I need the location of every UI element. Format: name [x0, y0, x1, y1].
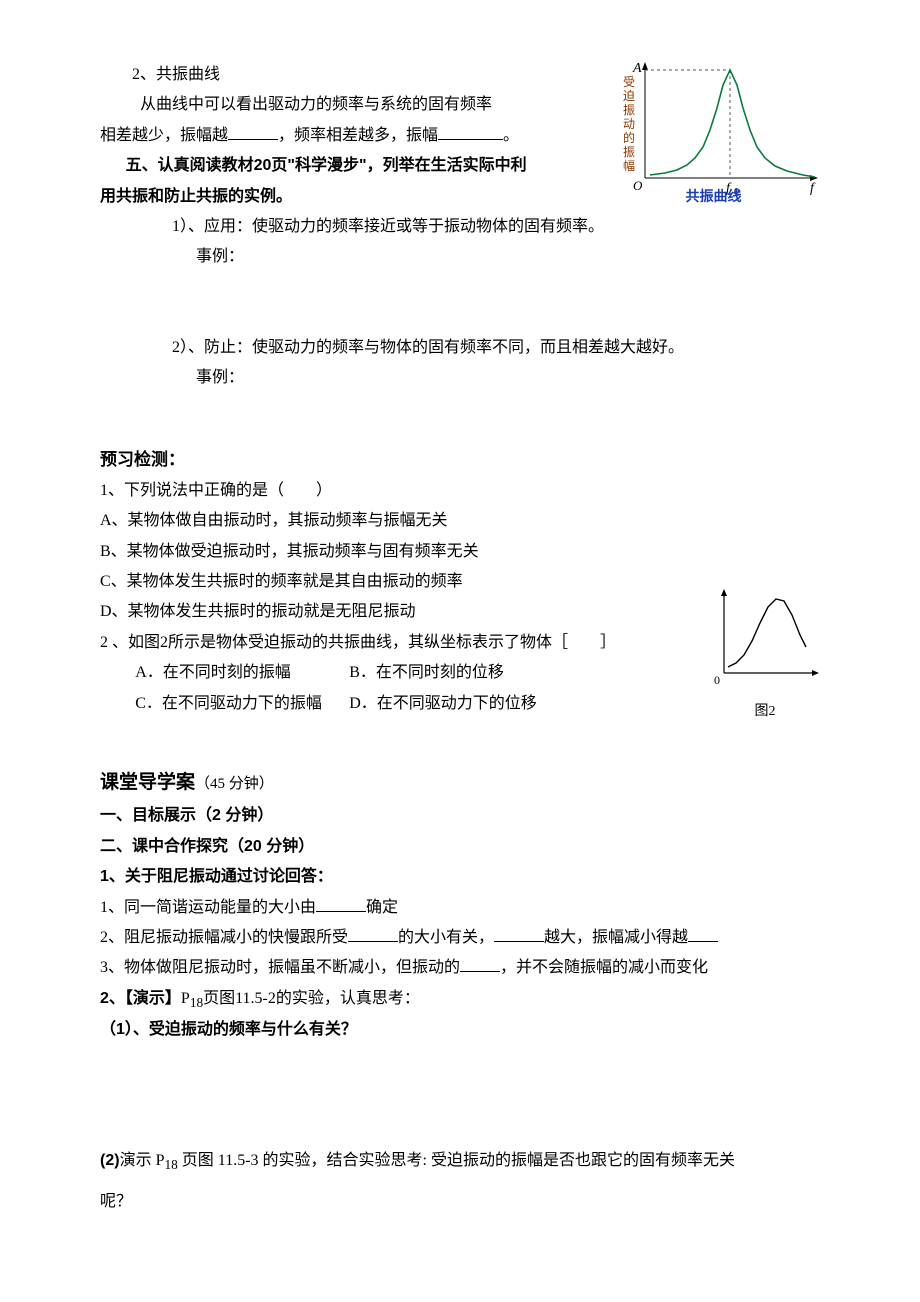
d1-2b: 的大小有关，: [398, 929, 494, 946]
svg-text:幅: 幅: [623, 158, 635, 173]
q-b-c: 页图 11.5-3 的实验，结合实验思考: 受迫振动的振幅是否也跟它的固有频率无…: [178, 1152, 735, 1169]
svg-text:迫: 迫: [623, 89, 635, 103]
resonance-figure: AOf0f受迫振动的振幅共振曲线: [615, 60, 820, 216]
d1-2a: 2、阻尼振动振幅减小的快慢跟所受: [100, 929, 348, 946]
application-1-example: 事例：: [100, 242, 820, 272]
blank-3[interactable]: [316, 895, 366, 912]
demo-2: 2、【演示】P18页图11.5-2的实验，认真思考：: [100, 984, 820, 1016]
d1-3b: ，并不会随振幅的减小而变化: [500, 959, 708, 976]
figure-2-svg: 0: [710, 587, 820, 687]
seg4: 。: [503, 127, 519, 144]
course-d1: 1、关于阻尼振动通过讨论回答：: [100, 862, 820, 892]
q-b-sub: 18: [164, 1157, 177, 1172]
d1-1a: 1、同一简谐运动能量的大小由: [100, 899, 316, 916]
seg3: ，频率相差越多，振幅: [278, 127, 438, 144]
d1-3a: 3、物体做阻尼振动时，振幅虽不断减小，但振动的: [100, 959, 460, 976]
svg-text:O: O: [633, 178, 643, 193]
application-2-example: 事例：: [100, 363, 820, 393]
application-1: 1）、应用：使驱动力的频率接近或等于振动物体的固有频率。: [100, 212, 820, 242]
svg-text:振: 振: [623, 103, 635, 117]
application-2: 2）、防止：使驱动力的频率与物体的固有频率不同，而且相差越大越好。: [100, 333, 820, 363]
demo2-b: P: [181, 990, 190, 1007]
q2-c[interactable]: C．在不同驱动力下的振幅: [135, 689, 345, 719]
d1-q3: 3、物体做阻尼振动时，振幅虽不断减小，但振动的 ，并不会随振幅的减小而变化: [100, 953, 820, 983]
course-s1: 一、目标展示（2 分钟）: [100, 801, 820, 831]
resonance-curve-svg: AOf0f受迫振动的振幅共振曲线: [615, 60, 820, 205]
q-b-b: 演示 P: [120, 1152, 165, 1169]
course-heading-row: 课堂导学案（45 分钟）: [100, 765, 820, 801]
d1-q1: 1、同一简谐运动能量的大小由 确定: [100, 893, 820, 923]
svg-text:受: 受: [623, 75, 635, 89]
blank-2[interactable]: [438, 123, 503, 140]
svg-text:共振曲线: 共振曲线: [686, 188, 742, 205]
blank-1[interactable]: [228, 123, 278, 140]
svg-text:振: 振: [623, 145, 635, 159]
blank-5[interactable]: [494, 925, 544, 942]
d1-1b: 确定: [366, 899, 398, 916]
demo2-a: 2、【演示】: [100, 990, 181, 1007]
demo2-sub: 18: [190, 995, 203, 1010]
svg-text:A: A: [632, 61, 642, 76]
svg-text:的: 的: [623, 130, 635, 145]
d1-q2: 2、阻尼振动振幅减小的快慢跟所受 的大小有关， 越大，振幅减小得越: [100, 923, 820, 953]
svg-text:0: 0: [714, 673, 720, 687]
course-q-b: (2)演示 P18 页图 11.5-3 的实验，结合实验思考: 受迫振动的振幅是…: [100, 1146, 820, 1178]
q-b-a: (2): [100, 1152, 120, 1169]
course-s2: 二、课中合作探究（20 分钟）: [100, 832, 820, 862]
course-sub: （45 分钟）: [195, 776, 274, 792]
blank-7[interactable]: [460, 955, 500, 972]
pretest-title: 预习检测：: [100, 444, 820, 476]
figure-2-caption: 图2: [710, 699, 820, 726]
q1-b[interactable]: B、某物体做受迫振动时，其振动频率与固有频率无关: [100, 537, 820, 567]
course-q-b-2: 呢？: [100, 1187, 820, 1217]
demo2-c: 页图11.5-2的实验，认真思考：: [203, 990, 420, 1007]
course-title: 课堂导学案: [100, 772, 195, 793]
svg-text:动: 动: [623, 117, 635, 131]
q2-b[interactable]: B．在不同时刻的位移: [349, 658, 504, 688]
q1-stem: 1、下列说法中正确的是（ ）: [100, 476, 820, 506]
q2-a[interactable]: A．在不同时刻的振幅: [135, 658, 345, 688]
course-q-a: （1）、受迫振动的频率与什么有关？: [100, 1015, 820, 1045]
seg2: 相差越少，振幅越: [100, 127, 228, 144]
q2-d[interactable]: D．在不同驱动力下的位移: [349, 689, 537, 719]
blank-4[interactable]: [348, 925, 398, 942]
d1-2c: 越大，振幅减小得越: [544, 929, 688, 946]
blank-6[interactable]: [688, 925, 718, 942]
figure-2: 0 图2: [710, 587, 820, 725]
q1-a[interactable]: A、某物体做自由振动时，其振动频率与振幅无关: [100, 506, 820, 536]
